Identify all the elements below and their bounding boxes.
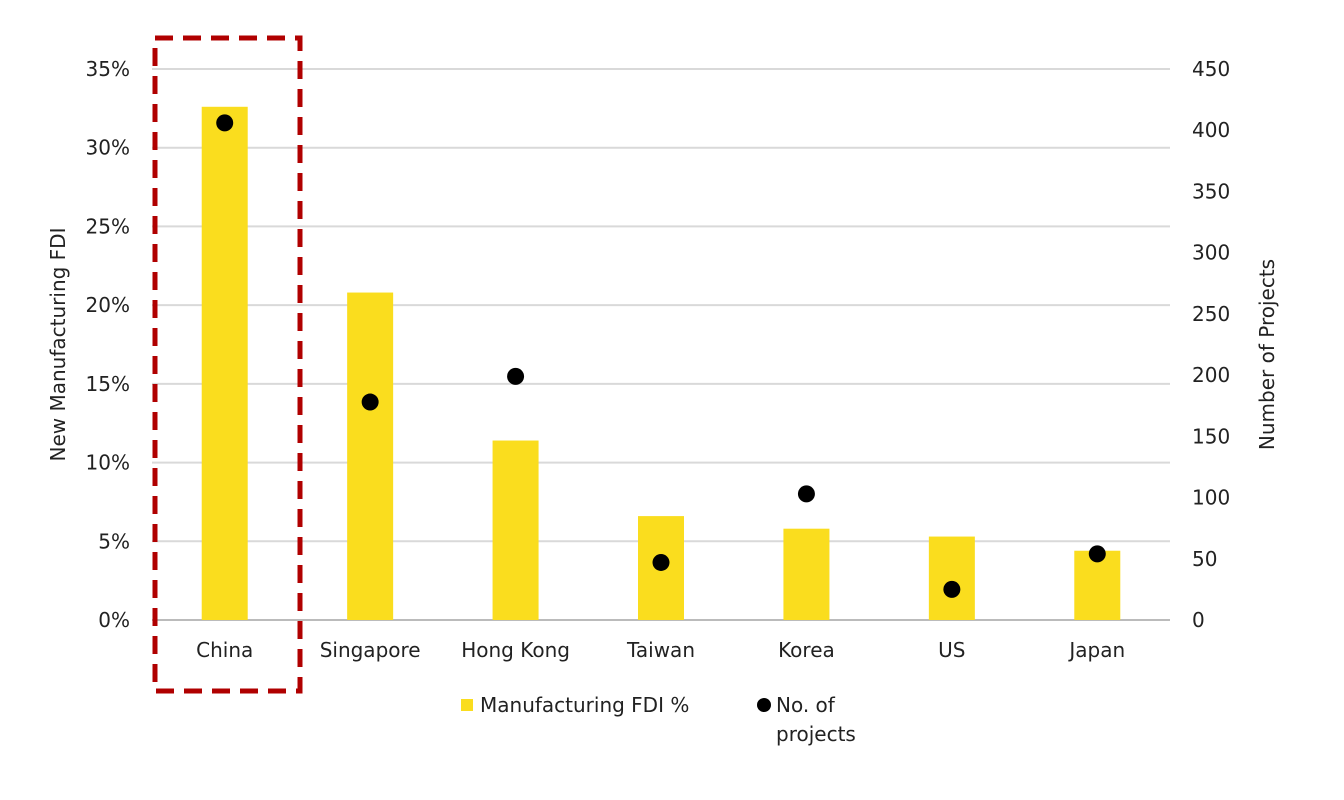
x-tick-label: Korea bbox=[778, 638, 835, 662]
x-tick-label: China bbox=[196, 638, 253, 662]
y-right-tick-label: 50 bbox=[1192, 547, 1217, 571]
legend-point-swatch bbox=[757, 698, 771, 712]
point-hong-kong bbox=[507, 367, 525, 385]
legend-label: Manufacturing FDI % bbox=[480, 693, 689, 717]
y-tick-label: 15% bbox=[86, 372, 130, 396]
bar-singapore bbox=[347, 292, 394, 620]
y-tick-label: 25% bbox=[86, 214, 130, 238]
y-right-tick-label: 250 bbox=[1192, 302, 1230, 326]
y-right-tick-label: 200 bbox=[1192, 363, 1230, 387]
y-tick-label: 0% bbox=[98, 608, 130, 632]
x-tick-label: Japan bbox=[1067, 638, 1125, 662]
y-tick-label: 20% bbox=[86, 293, 130, 317]
x-tick-label: Singapore bbox=[320, 638, 421, 662]
x-tick-label: Taiwan bbox=[626, 638, 695, 662]
y-right-tick-label: 450 bbox=[1192, 57, 1230, 81]
x-tick-label: US bbox=[938, 638, 965, 662]
y-right-tick-label: 350 bbox=[1192, 179, 1230, 203]
x-tick-label: Hong Kong bbox=[461, 638, 570, 662]
legend-bar-swatch bbox=[461, 699, 473, 711]
y-right-tick-label: 150 bbox=[1192, 424, 1230, 448]
y-right-axis-label: Number of Projects bbox=[1255, 259, 1279, 450]
y-right-tick-label: 300 bbox=[1192, 241, 1230, 265]
legend-label: projects bbox=[776, 722, 856, 746]
bar-hong-kong bbox=[492, 440, 539, 620]
y-right-tick-label: 100 bbox=[1192, 486, 1230, 510]
bar-us bbox=[928, 536, 975, 620]
y-tick-label: 5% bbox=[98, 529, 130, 553]
point-china bbox=[216, 114, 234, 132]
legend-label: No. of bbox=[776, 693, 836, 717]
point-us bbox=[943, 580, 961, 598]
point-taiwan bbox=[652, 553, 670, 571]
bar-china bbox=[201, 106, 248, 621]
point-singapore bbox=[361, 393, 379, 411]
y-tick-label: 30% bbox=[86, 136, 130, 160]
point-japan bbox=[1088, 545, 1106, 563]
point-korea bbox=[797, 485, 815, 503]
y-right-tick-label: 400 bbox=[1192, 118, 1230, 142]
y-tick-label: 35% bbox=[86, 57, 130, 81]
highlight-box bbox=[152, 35, 303, 694]
y-tick-label: 10% bbox=[86, 451, 130, 475]
bar-korea bbox=[783, 528, 830, 620]
y-axis-label: New Manufacturing FDI bbox=[46, 228, 70, 462]
y-right-tick-label: 0 bbox=[1192, 608, 1205, 632]
